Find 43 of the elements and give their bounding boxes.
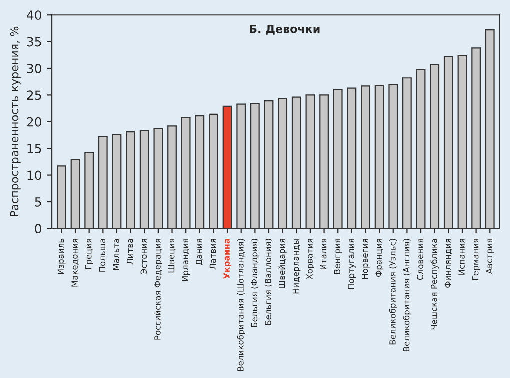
x-tick-label: Великобритания (Англия)	[403, 239, 412, 352]
y-tick-label: 35	[27, 37, 42, 47]
text: Б. Девочки	[250, 25, 320, 35]
x-tick-label: Мальта	[113, 239, 120, 270]
x-tick-label: Великобритания (Шотландия)	[237, 239, 246, 372]
x-tick-label: Чешская Республика	[430, 239, 439, 330]
x-tick-label: Хорватия	[306, 239, 314, 280]
x-tick-label: Дания	[196, 239, 204, 266]
y-tick-label: 25	[27, 90, 42, 100]
x-tick-label: Литва	[127, 239, 134, 265]
y-tick-label: 30	[27, 64, 42, 74]
x-tick-label: Великобритания (Уэльс)	[389, 239, 398, 345]
x-tick-label: Израиль	[58, 238, 66, 274]
x-tick-label: Российская Федерация	[154, 239, 162, 340]
x-tick-label: Македония	[72, 239, 79, 287]
x-tick-label: Польша	[99, 239, 106, 272]
x-tick-label: Франция	[376, 239, 384, 278]
x-tick-label: Бельгия (Валлония)	[264, 239, 272, 326]
y-tick-label: 0	[35, 224, 42, 234]
x-tick-label: Швеция	[168, 239, 176, 273]
x-tick-label: Швейцария	[278, 239, 287, 288]
x-tick-label: Испания	[458, 239, 465, 275]
x-tick-label: Нидерланды	[292, 239, 301, 294]
x-tick-label: Ирландия	[182, 239, 190, 282]
x-tick-label: Италия	[320, 239, 327, 270]
x-tick-label: Бельгия (Фландрия)	[251, 239, 260, 328]
x-tick-label: Украина	[224, 239, 232, 280]
x-tick-label: Германия	[472, 239, 480, 280]
y-tick-label: 20	[27, 117, 42, 127]
x-tick-label: Венгрия	[334, 239, 342, 274]
y-tick-label: 40	[27, 10, 42, 20]
x-tick-label: Финляндия	[444, 239, 452, 288]
x-tick-label: Норвегия	[362, 239, 370, 280]
x-tick-label: Греция	[86, 239, 94, 270]
y-tick-label: 15	[28, 144, 42, 154]
x-tick-label: Латвия	[210, 239, 216, 270]
y-tick-label: 5	[35, 198, 42, 207]
y-axis-title: Распространенность курения, %	[10, 26, 21, 216]
x-tick-label: Австрия	[486, 239, 494, 274]
x-tick-label: Португалия	[348, 239, 356, 290]
x-tick-label: Эстония	[140, 239, 148, 274]
y-tick-label: 10	[28, 170, 42, 180]
x-tick-label: Словения	[417, 239, 424, 280]
